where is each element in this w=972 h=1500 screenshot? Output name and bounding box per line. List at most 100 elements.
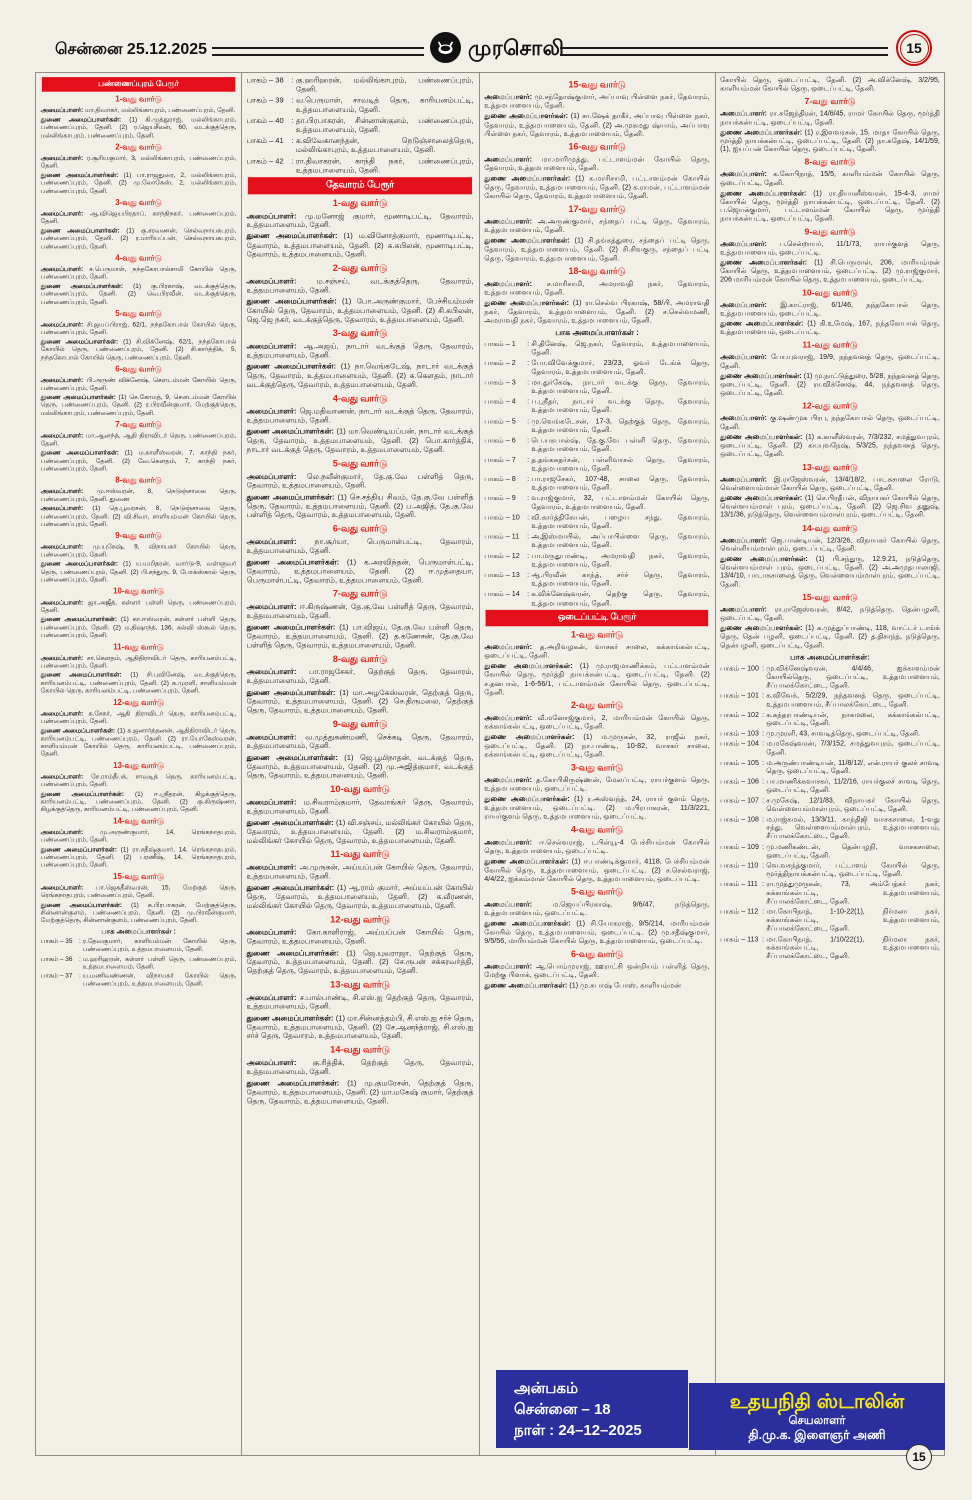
organizer-para: அமைப்பாளர்: மா.ஆனந்த், ஆதி திராவிடர் தெர… [40,432,237,448]
ward-header: 3-வது வார்டு [570,762,624,773]
deputy-organizers-para: துணை அமைப்பாளர்கள்: (1) சி.விக்னேஷ், 62/… [40,338,237,361]
organizer-para: அமைப்பாளர்: சே.ராம்தீபக், சாவடித் தெரு, … [40,773,237,789]
deputy-organizers-para: துணை அமைப்பாளர்கள்: (1) ர.இளவரசன், 15, ம… [720,128,940,154]
organizer-para: அமைப்பாளர்: ம.சிவராம்குமார், தேவாங்கர் த… [246,798,474,816]
ward-header: 18-வது வார்டு [568,266,626,276]
ward-header: 10-வது வார்டு [113,586,164,596]
organizer-para: அமைப்பாளர்: சி.ஜயப்பிராஜ், 62/1, நந்தகோப… [40,321,237,337]
division-organizer-item: பாகம் – 38: கு.ஹரிஹரன், மல்லிங்காபுரம், ப… [246,76,474,94]
division-organizer-item: பாகம் – 3: மா.துர்கேஷ், நாடார் வடக்கு தெர… [484,378,710,396]
organizer-para: அமைப்பாளர்: ரா.சுஜேந்திரன், 14/6/45, ராம… [720,109,940,126]
division-organizer-item: பாகம் – 106: பா.மாணிக்கவாசகர், 11/2/16, ர… [720,777,940,795]
ward-header: 12-வது வார்டு [330,914,390,925]
ward-header: 5-வது வார்டு [332,458,388,469]
deputy-organizers-para: துணை அமைப்பாளர்கள்: (1) சா.ஷேக் தாகீர், … [484,112,710,138]
deputy-organizers-para: துணை அமைப்பாளர்கள்: (1) மு.நாட்டுத்துரை,… [720,372,940,398]
organizer-para: அமைப்பாளர்: த.அறிவழகன், வாசகர் சாலை, கக்… [484,643,710,660]
deputy-organizers-para: துணை அமைப்பாளர்கள்: (1) மா.சின்னத்தம்பி,… [246,1013,474,1041]
deputy-organizers-para: துணை அமைப்பாளர்கள்: (1) ம.முருகன், 32, ர… [484,733,710,759]
deputy-organizers-para: துணை அமைப்பாளர்கள்: (1) கி.உமேஷ், 167, ந… [720,319,940,337]
deputy-organizers-para: துணை அமைப்பாளர்கள்: (1) ஜெ.பூமிநாதன், வட… [246,753,474,780]
organizer-para: அமைப்பாளர்: ச.மாரிசாமி, அமராவதி நகர், தே… [484,279,710,297]
column-divider [715,73,716,1455]
deputy-organizers-para: துணை அமைப்பாளர்கள்: (1) வி.சஞ்சய், மல்லி… [246,818,474,845]
ward-header: 15-வது வார்டு [568,79,626,90]
division-organizer-item: பாகம் – 101: க.விவேக், 5/2/29, நந்தவனத் த… [720,692,940,709]
deputy-organizers-para: துணை அமைப்பாளர்கள்: (1) சி.புவினேஷ், வடக… [40,671,237,695]
header-rule-right [560,47,888,56]
organizer-para: அமைப்பாளர்: ச.பெருமாள், நந்தகோபால்சாமி க… [40,265,237,281]
ward-header: 4-வது வார்டு [332,393,388,404]
division-organizer-item: பாகம் – 42: ரா.திவாகரன், காந்தி நகர், பண்… [246,157,474,175]
signatory-role: செயலாளர் [788,1414,846,1427]
division-organizer-item: பாகம் – 113: மா.கோபிநாத், 1/10/22(1), நிர… [720,935,940,960]
deputy-organizers-para: துணை அமைப்பாளர்கள்: (1) க.காளீஸ்வரன், 7/… [720,433,940,458]
ward-header: 9-வது வார்டு [115,531,162,540]
deputy-organizers-para: துணை அமைப்பாளர்கள்: (1) ரா.தியானீஸ்வரன்,… [720,189,940,223]
column-3: 15-வது வார்டு அமைப்பாளர்: மு.சந்தோஷ்குமார… [479,73,715,1367]
deputy-organizers-para: துணை அமைப்பாளர்கள்: (1) பா.ராஜதுரை, 2, ம… [40,171,237,195]
organizer-para: அமைப்பாளர்: ஜா.அஜீத், கள்ளர் பள்ளி தெரு,… [40,598,237,614]
ward-header: 2-வது வார்டு [115,142,162,152]
organizer-para: அமைப்பாளர்: பா.ஜெகதீஸ்வரன், 15, மேற்குத்… [40,884,237,900]
division-organizer-item: பாகம் – 40: தா.பிரபாகரன், சின்னான்குளம், … [246,116,474,135]
organizer-para: அமைப்பாளர்: பி.அருண் விக்னேஷ், சௌடம்மன் … [40,376,237,392]
division-organizer-item: பாகம் – 104: ம.மகேஷ்வரன், 7/3/152, சமத்து… [720,740,940,757]
ward-header: 10-வது வார்டு [802,287,858,298]
division-organizer-item: பாகம் – 6: பெ.யகபால்ஷ், தே.கு.வே பள்ளி தெ… [484,436,710,453]
ward-header: 13-வது வார்டு [330,979,390,990]
ward-header: 7-வது வார்டு [115,420,162,429]
deputy-organizers-para: துணை அமைப்பாளர்கள்: (1) செ.கோமத், 9, சௌட… [40,394,237,417]
organizer-para: அமைப்பாளர்: போ.யுவராஜ், 19/9, நந்தவனத் த… [720,353,940,370]
organizer-para: அமைப்பாளர்: மு.மனோஜ் குமார், மூணாடிபட்டி… [246,212,474,230]
deputy-organizers-para: துணை அமைப்பாளர்கள்: (1) ஜெ.யுவராஜா, தெற்… [246,948,474,976]
deputy-organizers-para: துணை அமைப்பாளர்கள்: (1) செ.பிரதீபன், விந… [720,494,940,519]
division-organizer-item: பாகம் – 13: ஆ.பிரவீன் காந்த், சர்ச் தெரு,… [484,571,710,588]
murasoli-logo-icon [430,32,461,63]
ward-header: 16-வது வார்டு [568,141,626,152]
ward-header: 12-வது வார்டு [802,400,858,411]
ward-header: 2-வது வார்டு [332,262,388,274]
deputy-organizers-para: துணை அமைப்பாளர்கள்: (1) கு.பிரகாஷ், வடக்… [40,282,237,306]
masthead-title: முரசொலி [468,37,565,60]
organizer-para: அமைப்பாளர்: வ.முத்துகண்மணி, செக்கடி தெரு… [246,733,474,751]
footer-page-number: 15 [912,1450,926,1464]
division-organizer-item: பாகம் – 35: ர.தேவகுமார், காளியம்மன் கோயில… [40,938,237,953]
deputy-organizers-para: துணை அமைப்பாளர்கள்: (1) ஈ.பாண்டிக்குமார்… [484,857,710,883]
organizer-para: அமைப்பாளர்: மு.யுகேஷ், 9, விநாயகர் கோயில… [40,543,237,559]
organizer-para: அமைப்பாளர்: மு.ஈஸ்வரன், 8, நெடுஞ்சாலை தெ… [40,487,237,503]
deputy-organizers-para: துணை அமைப்பாளர்கள்: (1) கு.சரவணன், செல்வ… [40,227,237,250]
organizer-para: அமைப்பாளர்: ஜெ.பாண்டியன், 12/3/26, விநாய… [720,536,940,553]
division-organizer-item: பாகம் – 102: க.கந்தரபாண்டியன், நாகமலை, கக… [720,710,940,728]
ward-header: 10-வது வார்டு [330,784,390,795]
organizer-para: அமைப்பாளர்: ம.சஞ்சய், வடக்குத்தெரு, தேவா… [246,277,474,295]
organizer-para: அமைப்பாளர்: ஆ.பொம்முராஜ், ஊராட்சி ஒன்றிய… [484,962,710,980]
ward-header: 11-வது வார்டு [330,849,390,860]
signatory-name: உதயநிதி ஸ்டாலின் [729,1390,905,1413]
division-organizer-item: பாகம் – 36: ம.ஹரிஹரன், கள்ளர் பள்ளி தெரு,… [40,955,237,971]
page-number-badge: 15 [896,30,932,66]
division-organizer-item: பாகம் – 41: க.விவேகானந்தன், நெடுஞ்சாலைத்த… [246,136,474,155]
organizer-para: அமைப்பாளர்: ஈ.கிருஷ்ணன், தே.கு.வே பள்ளித… [246,602,474,621]
organizer-para: அமைப்பாளர்: கு.ஷண்முக பிரபு, நந்தகோபால் … [720,414,940,431]
deputy-organizers-para: துணை அமைப்பாளர்கள்: (1) சி.பெருமாள், 206… [720,258,940,284]
ward-header: 7-வது வார்டு [804,96,856,106]
ward-header: 1-வது வார்டு [570,629,624,640]
organizer-para: அமைப்பாளர்: த.கோபிகிருஷ்ணன், மேலப்பட்டி,… [484,776,710,793]
deputy-organizers-para: துணை அமைப்பாளர்கள்: (1) ஆ.ராம் குமார், அ… [246,883,474,911]
division-organizer-item: பாகம் – 109: மு.மணிகண்டன், தென்பழநி, வாசக… [720,842,940,860]
organizer-para: அமைப்பாளர்: நா.சூர்யா, பெருமாள்பட்டி, தே… [246,537,474,556]
deputy-organizers-para: துணை அமைப்பாளர்கள்: (1) ம.காளீஸ்வரன், 7,… [40,449,237,473]
ward-header: 6-வது வார்டு [570,949,624,959]
organizer-para: அமைப்பாளர்: ஜெ.மதிவாணன், நாடார் வடக்குத்… [246,407,474,425]
division-organizer-item: பாகம் – 107: ச.முகேஷ், 12/1/83, விநாயகர் … [720,796,940,813]
deputy-organizers-para: துணை அமைப்பாளர்கள்: (1) சி.தங்கத்துரை, ச… [484,236,710,263]
deputy-organizers-para: துணை அமைப்பாளர்கள்: (1) மு.சுபாஷ் போஸ், … [484,982,682,990]
organizer-para: அமைப்பாளர்: ஆ.அஜய், நாடார் வடக்குத் தெரு… [246,342,474,360]
ward-header: 2-வது வார்டு [570,700,624,711]
city-date: சென்னை 25.12.2025 [55,41,208,58]
ward-header: 5-வது வார்டு [570,886,624,897]
organizer-para: அமைப்பாளர்: மு.சந்தோஷ்குமார், அப்பாவு பி… [484,93,710,110]
deputy-organizers-para: துணை அமைப்பாளர்கள்: (1) க.அரவிந்தன், பெர… [246,558,474,585]
